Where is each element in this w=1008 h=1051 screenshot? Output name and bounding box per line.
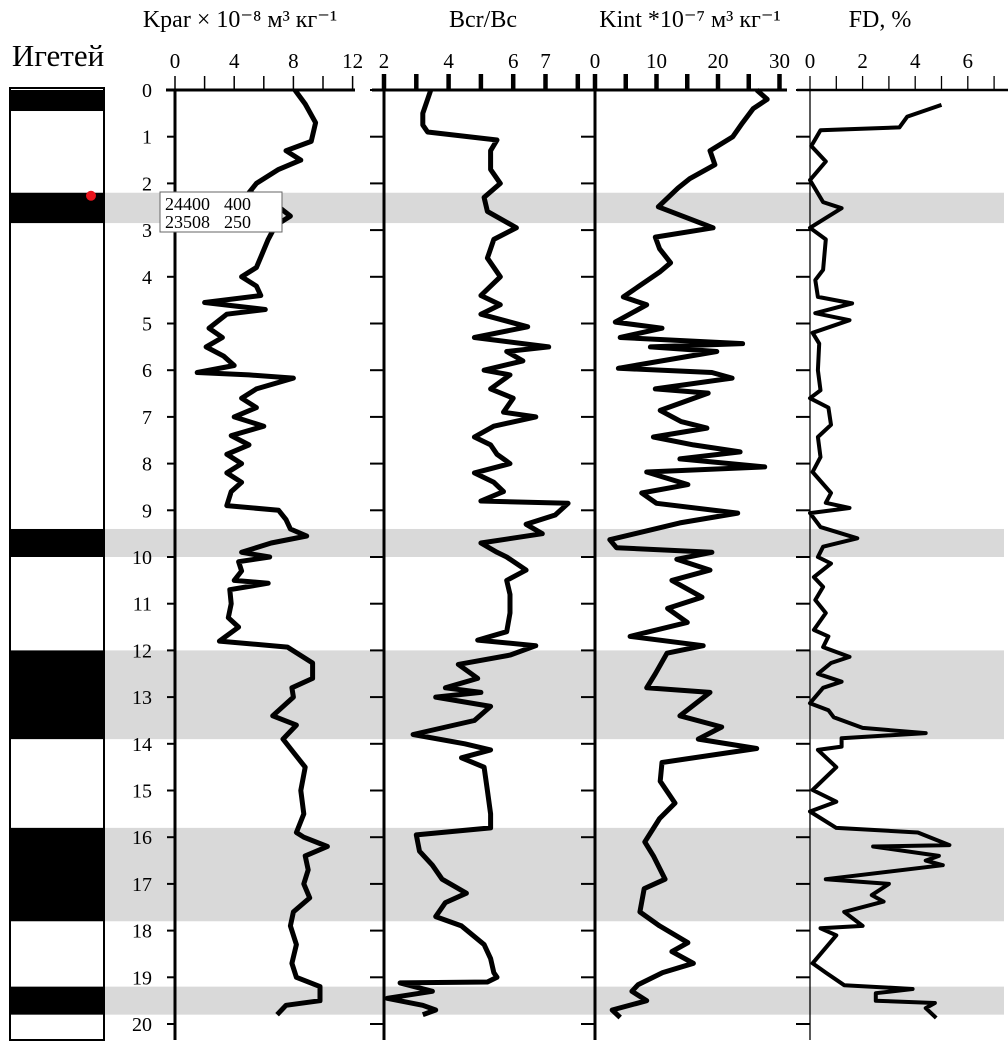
depth-tick-label: 20 xyxy=(132,1014,152,1036)
shaded-intervals xyxy=(104,192,1004,1015)
series-line xyxy=(194,88,330,1017)
depth-tick-label: 7 xyxy=(142,407,152,429)
top-axis-tick-label: 10 xyxy=(646,49,667,73)
top-axis-tick-label: 30 xyxy=(769,49,790,73)
panel-1: Kpar × 10⁻⁸ м³ кг⁻¹0 4 8 12 xyxy=(143,7,363,1040)
column-black-interval xyxy=(10,90,104,112)
depth-tick-label: 3 xyxy=(142,220,152,242)
panel-4: FD, % 0 2 4 6 xyxy=(796,7,1008,1040)
date-label-box: 24400 400 23508 250 xyxy=(159,191,283,233)
date-error-1: 400 xyxy=(224,194,251,214)
date-age-1: 24400 xyxy=(165,194,210,214)
top-axis-tick-label: 0 xyxy=(170,49,181,73)
column-title: Игетей xyxy=(12,38,104,73)
top-axis-tick-label: 12 xyxy=(342,49,363,73)
depth-tick-label: 4 xyxy=(142,267,152,289)
top-axis-tick-label: 20 xyxy=(708,49,729,73)
panel-title: Kpar × 10⁻⁸ м³ кг⁻¹ xyxy=(143,7,337,33)
panel-title: Bcr/Bc xyxy=(449,7,517,33)
sample-marker-dot xyxy=(86,190,96,201)
depth-tick-label: 0 xyxy=(142,80,152,102)
panel-title: Kint *10⁻⁷ м³ кг⁻¹ xyxy=(599,7,780,33)
shaded-interval xyxy=(104,528,1004,557)
top-axis-tick-label: 8 xyxy=(288,49,299,73)
depth-tick-label: 9 xyxy=(142,500,152,522)
depth-tick-label: 13 xyxy=(132,687,152,709)
column-black-interval xyxy=(10,650,104,740)
series-line xyxy=(607,88,770,1020)
top-axis-tick-label: 4 xyxy=(229,49,240,73)
depth-tick-label: 19 xyxy=(132,967,152,989)
top-axis-tick-label: 0 xyxy=(805,49,816,73)
panel-2: Bcr/Bc 2 4 6 7 xyxy=(370,7,590,1040)
top-axis-tick-label: 4 xyxy=(443,49,454,73)
top-axis-tick-label: 6 xyxy=(508,49,519,73)
depth-tick-label: 14 xyxy=(132,734,152,756)
top-axis-tick-label: 2 xyxy=(379,49,390,73)
date-age-2: 23508 xyxy=(165,212,210,232)
top-axis-tick-label: 4 xyxy=(910,49,921,73)
depth-tick-label: 16 xyxy=(132,827,152,849)
column-black-interval xyxy=(10,528,104,557)
depth-tick-label: 1 xyxy=(142,127,152,149)
depth-tick-label: 6 xyxy=(142,360,152,382)
depth-tick-label: 5 xyxy=(142,314,152,336)
depth-tick-label: 18 xyxy=(132,921,152,943)
series-line xyxy=(384,89,571,1018)
igetei-section-column xyxy=(9,87,105,1041)
depth-tick-label: 8 xyxy=(142,454,152,476)
top-axis-tick-label: 0 xyxy=(590,49,601,73)
depth-tick-label: 15 xyxy=(132,781,152,803)
shaded-interval xyxy=(104,986,1004,1015)
date-error-2: 250 xyxy=(224,212,251,232)
series-line xyxy=(808,103,952,1020)
panel-3: Kint *10⁻⁷ м³ кг⁻¹ 0 10 20 30 xyxy=(581,7,790,1040)
depth-tick-label: 11 xyxy=(133,594,152,616)
top-axis-tick-label: 6 xyxy=(963,49,974,73)
shaded-interval xyxy=(104,650,1004,740)
depth-tick-label: 17 xyxy=(132,874,152,896)
depth-tick-label: 12 xyxy=(132,640,152,662)
top-axis-tick-label: 2 xyxy=(857,49,868,73)
column-black-interval xyxy=(10,986,104,1015)
depth-tick-label: 2 xyxy=(142,173,152,195)
top-axis-tick-label: 7 xyxy=(540,49,551,73)
panel-title: FD, % xyxy=(849,7,912,33)
column-black-interval xyxy=(10,827,104,922)
depth-tick-label: 10 xyxy=(132,547,152,569)
